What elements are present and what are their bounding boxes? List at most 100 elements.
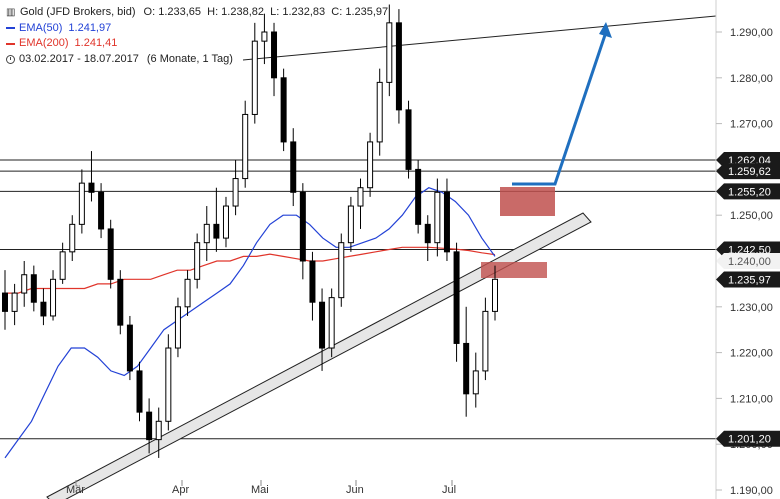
- candle-body: [472, 370, 479, 395]
- target-arrow-path: [512, 31, 608, 186]
- price-tag-shape: [716, 183, 780, 200]
- candle-body: [155, 420, 162, 441]
- candle-body: [98, 191, 105, 230]
- candle-body: [405, 109, 412, 170]
- candle-body: [299, 191, 306, 262]
- price-tag-label: 1.240,00: [728, 256, 771, 268]
- candle-body: [184, 278, 191, 308]
- ema200-label: EMA(200): [19, 37, 69, 49]
- target-arrow: [512, 22, 612, 186]
- x-tick-label: Jun: [346, 484, 364, 496]
- candle-body: [59, 251, 66, 280]
- candle-body: [242, 113, 249, 180]
- ema50-value: 1.241,97: [68, 21, 112, 34]
- price-tag-shape: [716, 163, 780, 180]
- ema200-path: [5, 246, 496, 294]
- candle-body: [2, 292, 8, 312]
- price-tag-label: 1.255,20: [728, 186, 771, 198]
- highlight-zones: [481, 187, 555, 278]
- ema50-swatch: [6, 27, 15, 30]
- candle-body: [50, 278, 57, 317]
- x-tick-label: Jul: [442, 484, 456, 496]
- ema50-legend[interactable]: EMA(50) 1.241,97: [6, 21, 388, 37]
- y-tick-label: 1.280,00: [730, 73, 773, 85]
- candle-body: [146, 411, 153, 441]
- candle-body: [232, 178, 239, 207]
- candle-body: [280, 77, 287, 143]
- x-tick-label: Apr: [172, 484, 189, 496]
- x-tick-label: Mär: [66, 484, 85, 496]
- candle-body: [319, 301, 326, 349]
- candle-body: [271, 31, 278, 79]
- resistance-zone: [500, 187, 555, 216]
- price-tag-label: 1.259,62: [728, 166, 771, 178]
- candle-body: [367, 141, 374, 189]
- price-tag: 1.201,20: [716, 430, 780, 447]
- price-tag-shape: [716, 253, 780, 269]
- candle-body: [251, 40, 258, 115]
- candle-body: [492, 278, 498, 312]
- instrument-row: ▥ Gold (JFD Brokers, bid) O: 1.233,65 H:…: [6, 5, 388, 21]
- retest-zone: [481, 262, 547, 278]
- price-tag-shape: [716, 271, 780, 288]
- period-label: (6 Monate, 1 Tag): [146, 52, 233, 65]
- candle-body: [290, 141, 297, 193]
- candle-body: [126, 324, 133, 372]
- candle-body: [347, 205, 354, 244]
- candles: [2, 4, 498, 458]
- instrument-name: Gold (JFD Brokers, bid): [20, 6, 136, 18]
- y-tick-label: 1.230,00: [730, 302, 773, 314]
- candle-body: [11, 292, 18, 312]
- y-tick-label: 1.190,00: [730, 485, 773, 497]
- ema200-value: 1.241,41: [74, 37, 118, 49]
- candle-body: [174, 306, 181, 349]
- clock-icon: [6, 54, 15, 64]
- candle-body: [40, 301, 47, 317]
- price-tag: 1.235,97: [716, 271, 780, 288]
- candle-body: [443, 191, 450, 253]
- candle-body: [328, 297, 335, 349]
- candle-body: [482, 310, 489, 372]
- arrow-head-icon: [599, 22, 612, 38]
- candle-body: [203, 223, 210, 244]
- y-tick-label: 1.290,00: [730, 27, 773, 39]
- candle-body: [453, 251, 460, 344]
- candle-body: [213, 223, 220, 239]
- candle-body: [107, 228, 114, 280]
- candle-body: [165, 347, 172, 422]
- ema200-line: [5, 246, 496, 294]
- chart-legend: ▥ Gold (JFD Brokers, bid) O: 1.233,65 H:…: [6, 5, 388, 67]
- candle-body: [21, 274, 28, 294]
- candle-body: [424, 223, 431, 244]
- price-tags: 1.262,041.259,621.255,201.242,501.240,00…: [716, 152, 780, 447]
- candle-body: [222, 205, 229, 239]
- price-tag: 1.255,20: [716, 183, 780, 200]
- candle-body: [194, 242, 201, 280]
- resistance-trendline: [242, 15, 717, 61]
- candle-body: [395, 22, 402, 111]
- candle-body: [30, 274, 37, 303]
- price-tag-label: 1.201,20: [728, 434, 771, 446]
- ema200-legend[interactable]: EMA(200) 1.241,41: [6, 36, 388, 52]
- candle-body: [415, 168, 422, 225]
- y-tick-label: 1.250,00: [730, 210, 773, 222]
- date-range: 03.02.2017 - 18.07.2017: [19, 52, 139, 65]
- candle-body: [357, 187, 364, 207]
- ohlc-values: O: 1.233,65 H: 1.238,82 L: 1.232,83 C: 1…: [143, 6, 389, 18]
- candle-body: [117, 278, 124, 326]
- candle-body: [69, 223, 76, 253]
- x-axis-labels: Mär Apr Mai Jun Jul: [66, 480, 456, 496]
- x-tick-label: Mai: [251, 484, 269, 496]
- ema50-path: [4, 187, 496, 459]
- candlestick-icon: ▥: [6, 7, 16, 18]
- candle-body: [78, 182, 85, 225]
- y-tick-label: 1.270,00: [730, 119, 773, 131]
- candle-body: [309, 260, 316, 303]
- candle-body: [463, 342, 470, 395]
- ema50-line: [4, 187, 496, 459]
- price-tag-label: 1.242,50: [728, 245, 771, 257]
- price-tag: 1.259,62: [716, 163, 780, 180]
- price-tag-label: 1.235,97: [728, 274, 771, 286]
- candle-body: [261, 31, 268, 42]
